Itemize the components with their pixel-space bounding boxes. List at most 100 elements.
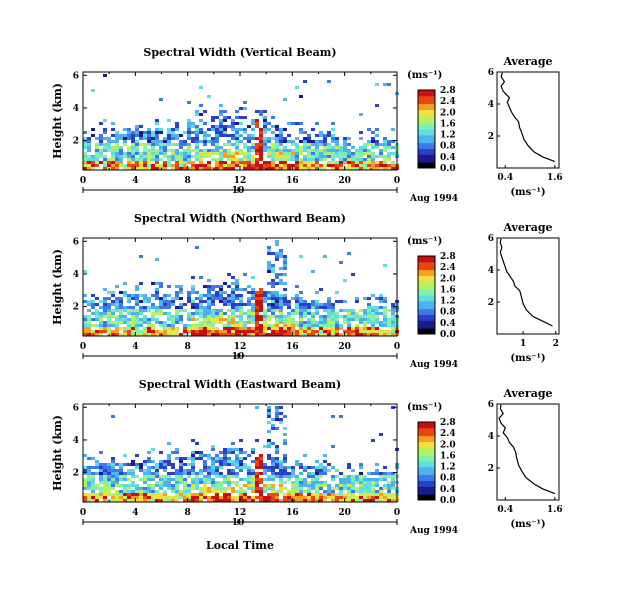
heatmap-cell: [203, 318, 207, 321]
colorbar-segment: [418, 146, 435, 149]
heatmap-cell: [115, 324, 119, 327]
heatmap-cell: [187, 327, 191, 330]
heatmap-cell: [227, 300, 231, 303]
heatmap-cell: [335, 143, 339, 146]
heatmap-cell: [199, 276, 203, 279]
heatmap-cell: [263, 469, 267, 472]
x-tick-label: 8: [185, 342, 191, 352]
heatmap-cell: [87, 143, 91, 146]
heatmap-cell: [175, 333, 179, 336]
colorbar-tick-label: 1.6: [440, 119, 456, 129]
heatmap-cell: [355, 496, 359, 499]
heatmap-cell: [255, 149, 259, 152]
heatmap-cell: [119, 297, 123, 300]
heatmap-cell: [135, 330, 139, 333]
heatmap-cell: [107, 161, 111, 164]
heatmap-cell: [207, 134, 211, 137]
heatmap-cell: [323, 330, 327, 333]
heatmap-cell: [251, 318, 255, 321]
heatmap-cell: [163, 297, 167, 300]
heatmap-cell: [115, 134, 119, 137]
heatmap-cell: [263, 164, 267, 167]
heatmap-cell: [139, 318, 143, 321]
heatmap-cell: [199, 315, 203, 318]
heatmap-cell: [299, 140, 303, 143]
heatmap-cell: [187, 161, 191, 164]
y-tick-label: 2: [73, 137, 79, 147]
heatmap-cell: [191, 300, 195, 303]
heatmap-cell: [87, 493, 91, 496]
heatmap-cell: [235, 164, 239, 167]
heatmap-cell: [347, 318, 351, 321]
heatmap-cell: [283, 261, 287, 264]
heatmap-cell: [167, 149, 171, 152]
colorbar-segment: [418, 492, 435, 495]
colorbar-segment: [418, 494, 435, 497]
heatmap-cell: [307, 493, 311, 496]
heatmap-cell: [175, 484, 179, 487]
heatmap-cell: [183, 131, 187, 134]
heatmap-cell: [383, 478, 387, 481]
heatmap-cell: [159, 484, 163, 487]
heatmap-cell: [347, 158, 351, 161]
heatmap-cell: [175, 481, 179, 484]
heatmap-cell: [271, 330, 275, 333]
heatmap-cell: [115, 149, 119, 152]
heatmap-cell: [195, 493, 199, 496]
heatmap-cell: [175, 318, 179, 321]
heatmap-cell: [335, 333, 339, 336]
heatmap-cell: [287, 490, 291, 493]
heatmap-cell: [231, 487, 235, 490]
heatmap-cell: [119, 155, 123, 158]
heatmap-cell: [355, 315, 359, 318]
heatmap-cell: [287, 134, 291, 137]
heatmap-cell: [263, 294, 267, 297]
heatmap-cell: [143, 164, 147, 167]
heatmap-cell: [279, 161, 283, 164]
heatmap-cell: [283, 288, 287, 291]
colorbar-segment: [418, 148, 435, 151]
heatmap-cell: [391, 303, 395, 306]
heatmap-cell: [275, 412, 279, 415]
heatmap-cell: [219, 128, 223, 131]
heatmap-cell: [247, 330, 251, 333]
heatmap-cell: [175, 451, 179, 454]
heatmap-cell: [139, 463, 143, 466]
heatmap-cell: [115, 327, 119, 330]
heatmap-cell: [367, 161, 371, 164]
heatmap-cell: [299, 300, 303, 303]
heatmap-cell: [135, 454, 139, 457]
heatmap-cell: [99, 315, 103, 318]
heatmap-cell: [135, 164, 139, 167]
heatmap-cell: [383, 158, 387, 161]
heatmap-cell: [347, 493, 351, 496]
heatmap-cell: [91, 496, 95, 499]
colorbar-tick-label: 1.2: [440, 297, 456, 307]
heatmap-cell: [211, 324, 215, 327]
heatmap-cell: [171, 149, 175, 152]
heatmap-cell: [231, 442, 235, 445]
heatmap-cell: [163, 324, 167, 327]
heatmap-cell: [263, 116, 267, 119]
heatmap-cell: [315, 122, 319, 125]
heatmap-cell: [339, 496, 343, 499]
heatmap-cell: [87, 149, 91, 152]
heatmap-cell: [279, 149, 283, 152]
y-tick-label: 2: [73, 303, 79, 313]
heatmap-cell: [267, 430, 271, 433]
heatmap-cell: [223, 324, 227, 327]
heatmap-cell: [299, 472, 303, 475]
colorbar-tick-label: 0.0: [440, 496, 456, 506]
heatmap-cell: [131, 309, 135, 312]
heatmap-cell: [103, 324, 107, 327]
heatmap-cell: [163, 481, 167, 484]
heatmap-cell: [307, 466, 311, 469]
heatmap-cell: [243, 116, 247, 119]
heatmap-cell: [127, 463, 131, 466]
heatmap-cell: [143, 137, 147, 140]
heatmap-cell: [319, 475, 323, 478]
heatmap-cell: [239, 327, 243, 330]
heatmap-cell: [127, 490, 131, 493]
heatmap-cell: [275, 427, 279, 430]
heatmap-cell: [299, 490, 303, 493]
